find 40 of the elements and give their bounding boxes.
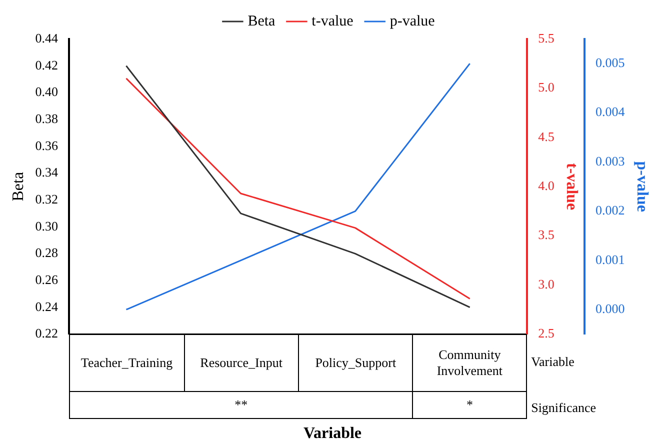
legend-label: Beta xyxy=(248,13,276,30)
text: ** xyxy=(69,392,413,419)
y-tick-label: 0.44 xyxy=(35,30,58,46)
x-axis-title: Variable xyxy=(302,425,363,443)
y2-tick-label: 2.5 xyxy=(538,326,554,341)
y2-tick-label: 5.0 xyxy=(538,80,554,95)
y-tick-label: 0.36 xyxy=(35,138,58,153)
y2-tick-label: 4.0 xyxy=(538,178,554,194)
text: Significance xyxy=(531,400,596,416)
y3-tick-label: 0.003 xyxy=(596,153,625,168)
y-tick-label: 0.26 xyxy=(35,272,58,287)
y2-axis-title: t-value xyxy=(562,163,580,210)
text: Variable xyxy=(531,354,574,370)
legend-label: t-value xyxy=(312,13,354,30)
y3-tick-label: 0.000 xyxy=(596,301,625,316)
x-tick-label: Policy_Support xyxy=(298,334,413,392)
legend-label: p-value xyxy=(390,13,436,30)
y-axis-title: Beta xyxy=(10,172,27,202)
x-tick-label: Community Involvement xyxy=(412,334,527,392)
text: * xyxy=(412,392,527,419)
y3-tick-label: 0.004 xyxy=(596,104,626,120)
y-tick-label: 0.40 xyxy=(35,84,58,100)
y2-tick-label: 3.0 xyxy=(538,276,554,292)
y-tick-label: 0.24 xyxy=(35,298,58,314)
y-tick-label: 0.38 xyxy=(35,110,58,126)
y2-tick-label: 4.5 xyxy=(538,128,554,144)
x-tick-label: Resource_Input xyxy=(184,334,298,392)
y-tick-label: 0.34 xyxy=(35,164,58,180)
y3-tick-label: 0.001 xyxy=(596,252,625,267)
y3-axis-title: p-value xyxy=(633,161,650,212)
y3-tick-label: 0.002 xyxy=(596,202,625,218)
y3-tick-label: 0.005 xyxy=(596,55,625,70)
y-tick-label: 0.30 xyxy=(35,218,58,234)
x-tick-label: Teacher_Training xyxy=(69,334,184,392)
y-tick-label: 0.42 xyxy=(35,57,58,72)
y2-tick-label: 3.5 xyxy=(538,227,554,242)
y-tick-label: 0.28 xyxy=(35,245,58,260)
y-tick-label: 0.22 xyxy=(35,326,58,341)
y-tick-label: 0.32 xyxy=(35,191,58,206)
y2-tick-label: 5.5 xyxy=(538,30,554,46)
